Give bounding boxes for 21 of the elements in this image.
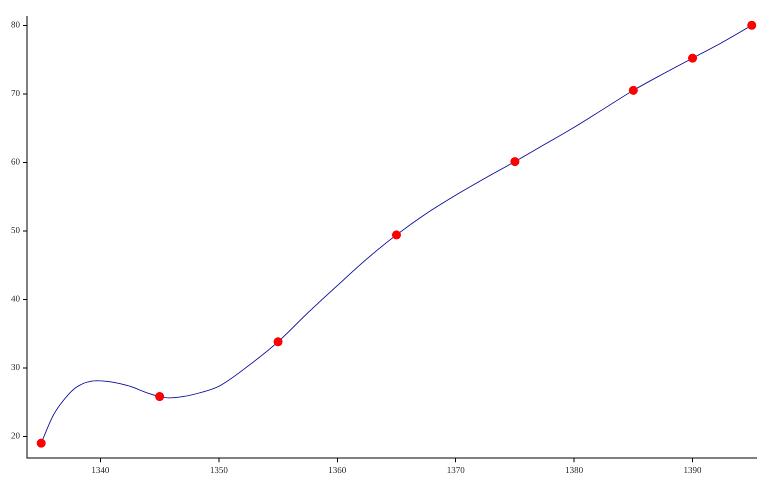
point (36, 438, 46, 448)
point (628, 86, 638, 95)
y-tick-label: 80 (11, 20, 20, 30)
y-tick-label: 60 (11, 156, 20, 167)
point (688, 54, 698, 63)
point (274, 337, 283, 346)
x-tick-label: 1340 (91, 464, 110, 475)
x-tick-label: 1380 (565, 464, 584, 475)
point (747, 20, 756, 30)
point (155, 392, 164, 402)
point (392, 230, 401, 240)
point (510, 157, 520, 166)
y-tick-label: 70 (11, 88, 20, 98)
y-tick-label: 30 (11, 362, 20, 372)
y-tick-label: 50 (11, 225, 20, 236)
x-tick-label: 1360 (328, 464, 347, 475)
x-tick-label: 1390 (684, 464, 702, 475)
y-tick-label: 20 (11, 430, 20, 441)
y-tick-label: 40 (11, 294, 20, 304)
x-tick-label: 1350 (210, 464, 228, 475)
x-tick-label: 1370 (446, 464, 466, 475)
